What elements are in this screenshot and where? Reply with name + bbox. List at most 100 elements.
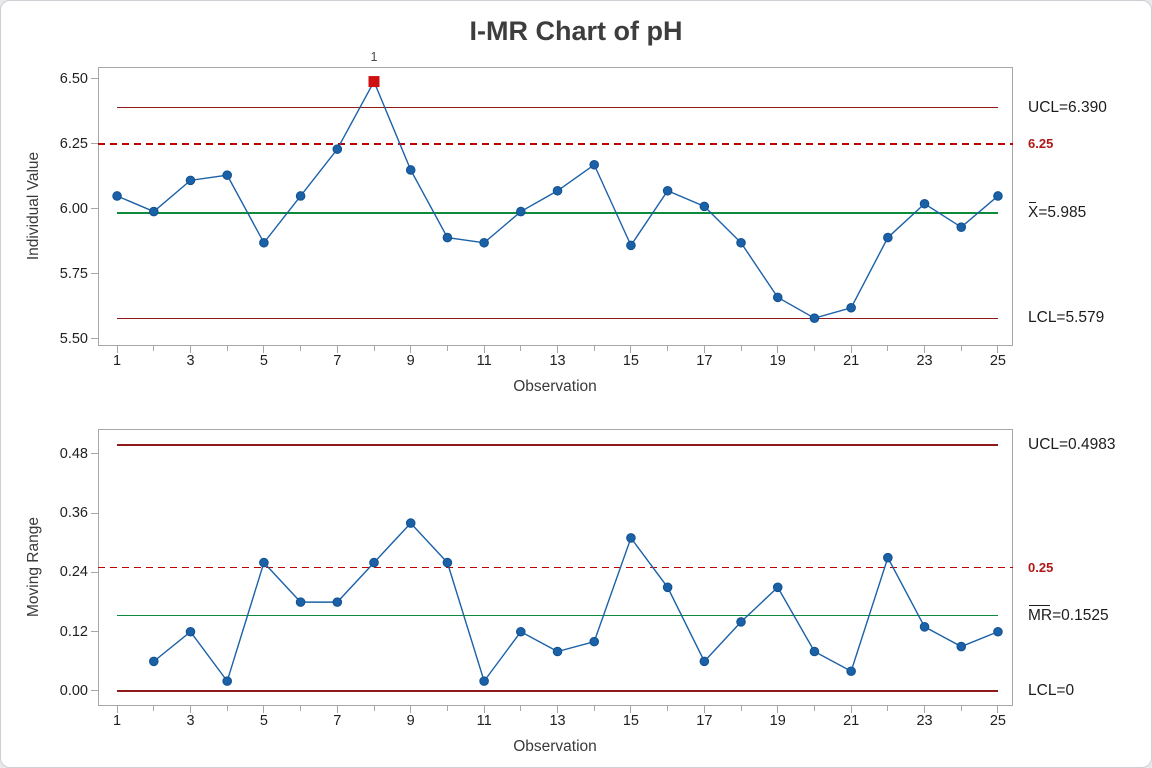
x-axis-tick	[777, 706, 779, 713]
x-tick-label: 23	[916, 353, 933, 369]
data-point	[919, 622, 930, 632]
x-axis-tick	[263, 706, 265, 713]
x-tick-label: 13	[549, 713, 566, 729]
data-point	[626, 240, 636, 251]
data-point	[516, 206, 526, 217]
data-point	[516, 626, 526, 637]
data-point	[626, 533, 636, 543]
page-title: I-MR Chart of pH	[469, 16, 683, 46]
individual-value-ucl-label: UCL=6.390	[1028, 98, 1107, 118]
x-axis-tick	[483, 706, 485, 713]
y-tick-label: 5.50	[59, 330, 88, 347]
data-point	[589, 636, 600, 647]
x-axis-tick	[924, 706, 926, 713]
x-axis-tick	[703, 706, 705, 713]
x-axis-tick	[410, 346, 412, 353]
x-axis-tick	[703, 346, 705, 353]
data-point	[956, 641, 967, 652]
x-axis-minor-tick	[960, 346, 962, 351]
data-point	[148, 656, 159, 667]
x-tick-label: 3	[186, 713, 195, 729]
x-tick-label: 5	[259, 353, 268, 369]
x-axis-minor-tick	[446, 706, 448, 711]
overbar-mr: MR	[1028, 604, 1053, 624]
x-tick-label: 21	[843, 353, 860, 369]
x-axis-minor-tick	[593, 706, 595, 711]
data-point	[112, 191, 122, 201]
x-axis-minor-tick	[667, 706, 669, 711]
x-axis-tick	[263, 346, 265, 353]
x-axis-tick	[336, 346, 338, 353]
data-point	[846, 302, 856, 313]
individual-value-lcl-label: LCL=5.579	[1028, 308, 1104, 328]
x-tick-label: 17	[696, 713, 713, 729]
annotation-text: =0.1525	[1052, 606, 1109, 624]
data-point	[589, 159, 600, 170]
data-point	[259, 237, 269, 248]
x-axis-tick	[336, 706, 338, 713]
data-point	[919, 198, 930, 209]
moving-range-y-axis-title: Moving Range	[25, 517, 42, 617]
y-tick-label: 0.36	[59, 505, 88, 522]
x-axis-tick	[557, 706, 559, 713]
x-axis-minor-tick	[813, 706, 815, 711]
moving-range-center-line	[117, 614, 998, 617]
x-axis-tick	[997, 706, 999, 713]
x-axis-minor-tick	[226, 706, 228, 711]
x-axis-minor-tick	[300, 346, 302, 351]
data-point	[332, 144, 343, 154]
x-axis-minor-tick	[887, 706, 889, 711]
annotation-text: LCL=0	[1028, 681, 1075, 699]
y-axis-tick	[91, 208, 98, 210]
data-point	[222, 170, 232, 180]
data-point	[736, 617, 746, 627]
x-tick-label: 25	[989, 353, 1006, 369]
data-point	[222, 676, 232, 686]
data-point	[883, 232, 893, 243]
data-point	[405, 165, 416, 175]
x-tick-label: 19	[769, 353, 786, 369]
data-point	[552, 185, 563, 196]
x-axis-tick	[924, 346, 926, 353]
x-axis-minor-tick	[520, 706, 522, 711]
y-axis-tick	[91, 512, 98, 514]
x-axis-minor-tick	[887, 346, 889, 351]
data-point	[809, 313, 820, 323]
y-tick-label: 6.50	[59, 70, 88, 87]
data-point	[699, 201, 710, 212]
data-point	[369, 557, 379, 568]
x-tick-label: 3	[186, 353, 195, 369]
x-tick-label: 23	[916, 713, 933, 729]
data-point	[772, 582, 783, 593]
data-point	[993, 626, 1003, 637]
data-point	[956, 222, 967, 232]
data-point	[148, 206, 159, 217]
data-point	[259, 557, 269, 568]
x-tick-label: 11	[476, 353, 492, 369]
y-tick-label: 0.00	[59, 682, 88, 699]
data-point	[442, 557, 453, 568]
individual-value-series	[112, 76, 1003, 323]
data-point	[699, 656, 710, 667]
x-axis-minor-tick	[960, 706, 962, 711]
data-point	[295, 597, 306, 607]
data-point	[479, 676, 489, 686]
individual-value-x-axis-title: Observation	[513, 378, 597, 395]
x-tick-label: 9	[406, 713, 415, 729]
x-axis-tick	[189, 706, 191, 713]
annotation-text: =5.985	[1038, 203, 1087, 221]
data-point	[185, 626, 196, 637]
annotation-text: UCL=6.390	[1028, 98, 1107, 116]
moving-range-center-label: MR=0.1525	[1028, 604, 1109, 626]
annotation-text: LCL=5.579	[1028, 309, 1105, 327]
data-point	[662, 185, 673, 196]
x-axis-minor-tick	[740, 706, 742, 711]
x-axis-tick	[116, 706, 118, 713]
x-axis-minor-tick	[520, 346, 522, 351]
data-point	[552, 646, 563, 657]
out-of-control-point	[368, 76, 380, 88]
x-axis-tick	[997, 346, 999, 353]
x-tick-label: 19	[769, 713, 786, 729]
individual-value-center-line	[117, 212, 998, 214]
